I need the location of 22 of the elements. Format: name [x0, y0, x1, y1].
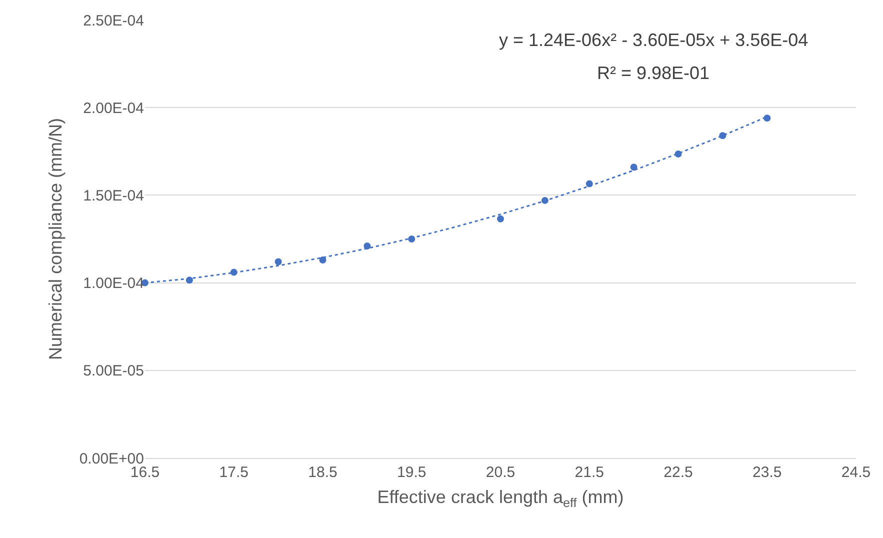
x-tick-label: 23.5: [752, 464, 782, 481]
x-tick-label: 24.5: [841, 464, 871, 481]
x-tick-label: 22.5: [664, 464, 693, 481]
x-tick-label: 21.5: [574, 464, 604, 481]
y-tick-label: 1.00E-04: [83, 275, 144, 292]
x-tick-label: 18.5: [308, 464, 338, 481]
x-tick-label: 19.5: [397, 464, 426, 481]
point: [497, 215, 504, 222]
point: [274, 258, 282, 266]
y-tick-label: 2.50E-04: [83, 12, 144, 30]
x-axis-title: Effective crack length a$_{eff}$ (mm): [377, 487, 624, 510]
point: [764, 114, 771, 122]
annotation: R² = 9.98E-01: [597, 63, 710, 83]
y-tick-label: 2.00E-04: [83, 100, 144, 117]
annotation: y = 1.24E-06x² - 3.60E-05x + 3.56E-04: [499, 30, 808, 50]
point: [630, 164, 638, 171]
point: [364, 242, 371, 250]
x-tick-label: 17.5: [219, 464, 248, 481]
y-axis-title: Numerical compliance (mm/N): [46, 118, 66, 360]
y-tick-label: 1.50E-04: [83, 187, 144, 204]
x-tick-label: 20.5: [486, 464, 516, 481]
y-tick-label: 5.00E-05: [83, 362, 144, 380]
